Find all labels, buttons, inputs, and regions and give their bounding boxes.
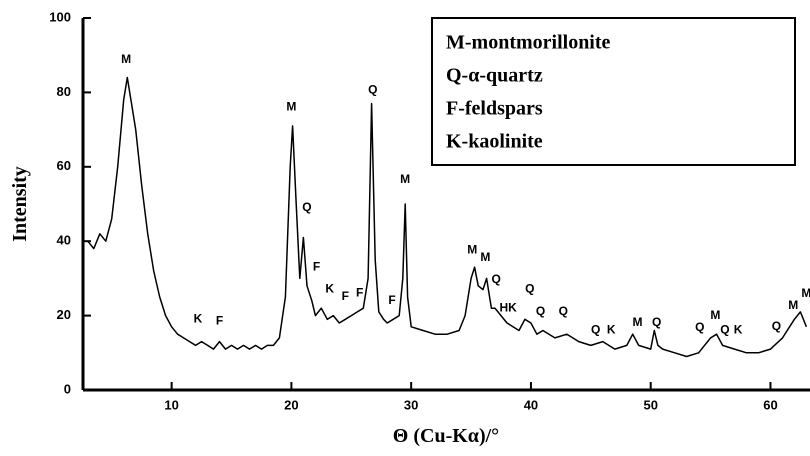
y-tick-label: 80	[57, 84, 71, 99]
x-tick-label: 20	[284, 397, 298, 412]
peak-label: K	[325, 282, 334, 296]
x-tick-label: 10	[164, 397, 178, 412]
y-axis-label: Intensity	[9, 166, 31, 242]
peak-label: Q	[720, 323, 729, 337]
peak-label: M	[121, 52, 131, 66]
peak-label: F	[356, 285, 363, 299]
peak-label: M	[286, 99, 296, 113]
peak-label: Q	[772, 319, 781, 333]
y-tick-label: 100	[49, 9, 71, 24]
peak-label: F	[313, 259, 320, 273]
peak-label: Q	[695, 320, 704, 334]
peak-label: Q	[559, 304, 568, 318]
peak-label: F	[342, 289, 349, 303]
peak-label: Q	[302, 200, 311, 214]
x-axis-label: Θ (Cu-Kα)/°	[393, 425, 499, 447]
peak-label: M	[788, 298, 798, 312]
x-tick-label: 40	[524, 397, 538, 412]
peak-label: M	[400, 172, 410, 186]
x-tick-label: 50	[643, 397, 657, 412]
peak-label: M	[801, 286, 810, 300]
legend-item: F-feldspars	[446, 98, 543, 120]
peak-label: M	[633, 315, 643, 329]
legend-box	[431, 17, 796, 166]
peak-label: Q	[536, 304, 545, 318]
peak-label: K	[734, 323, 743, 337]
peak-label: Q	[368, 82, 377, 96]
peak-label: Q	[525, 282, 534, 296]
x-tick-label: 30	[404, 397, 418, 412]
peak-label: M	[467, 242, 477, 256]
peak-label: K	[194, 311, 203, 325]
peak-label: HK	[500, 300, 518, 314]
peak-label: K	[607, 323, 616, 337]
xrd-line	[87, 76, 808, 358]
y-tick-label: 20	[57, 307, 71, 322]
legend-item: M-montmorillonite	[446, 32, 611, 54]
x-tick-label: 60	[763, 397, 777, 412]
y-tick-label: 0	[64, 381, 71, 396]
legend-item: K-kaolinite	[446, 131, 543, 153]
legend-item: Q-α-quartz	[446, 65, 543, 87]
y-tick-label: 60	[57, 158, 71, 173]
peak-label: M	[710, 308, 720, 322]
peak-label: F	[216, 313, 223, 327]
peak-label: Q	[492, 272, 501, 286]
y-tick-label: 40	[57, 233, 71, 248]
peak-label: Q	[591, 323, 600, 337]
peak-label: Q	[652, 315, 661, 329]
peak-label: M	[480, 250, 490, 264]
peak-label: F	[388, 293, 395, 307]
